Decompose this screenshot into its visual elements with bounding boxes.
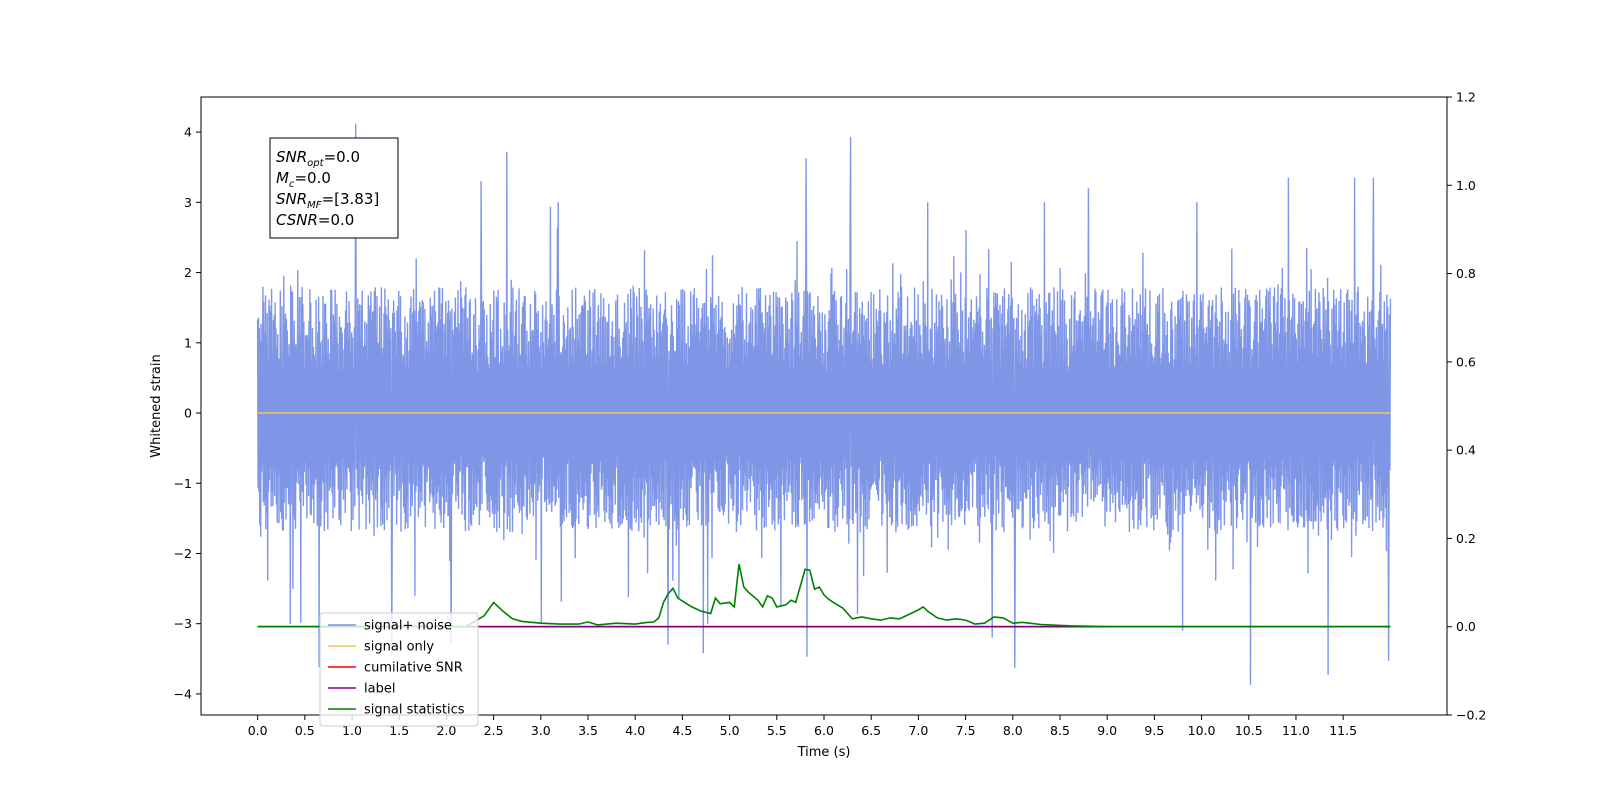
y-tick-label: 3 <box>184 195 192 210</box>
x-tick-label: 9.5 <box>1144 723 1164 738</box>
y2-axis-ticks: 1.2 1.0 0.8 0.6 0.4 0.2 0.0 −0.2 <box>1447 90 1486 723</box>
x-tick-label: 3.5 <box>578 723 598 738</box>
y2-tick-label: 0.6 <box>1456 354 1476 369</box>
x-tick-label: 4.0 <box>625 723 645 738</box>
x-tick-label: 11.0 <box>1282 723 1310 738</box>
x-tick-label: 10.5 <box>1235 723 1263 738</box>
y-tick-label: −4 <box>174 686 192 701</box>
y-tick-label: 4 <box>184 125 192 140</box>
y2-tick-label: 0.4 <box>1456 443 1476 458</box>
y-tick-label: −3 <box>174 616 192 631</box>
x-tick-label: 1.0 <box>342 723 362 738</box>
legend-label: cumilative SNR <box>364 661 463 676</box>
x-tick-label: 5.5 <box>767 723 787 738</box>
y-tick-label: 0 <box>184 406 192 421</box>
series-line-4 <box>257 563 1391 628</box>
y2-tick-label: 0.8 <box>1456 266 1476 281</box>
y-axis-label: Whitened strain <box>149 354 164 457</box>
x-axis-ticks: 0.0 0.5 1.0 1.5 2.0 2.5 3.0 3.5 4.0 4.5 5.0 5.5 6.0 6… <box>248 715 1357 738</box>
legend-label: label <box>364 682 395 697</box>
x-tick-label: 0.0 <box>248 723 268 738</box>
x-tick-label: 8.0 <box>1003 723 1023 738</box>
x-tick-label: 4.5 <box>672 723 692 738</box>
x-tick-label: 9.0 <box>1097 723 1117 738</box>
noise-series-layer <box>256 123 1392 685</box>
y-tick-label: −2 <box>174 546 192 561</box>
x-axis-label: Time (s) <box>797 745 851 760</box>
x-tick-label: 5.0 <box>720 723 740 738</box>
legend-label: signal only <box>364 640 434 655</box>
annotation-frame <box>269 137 399 239</box>
annotation-line: CSNR=0.0 <box>276 211 354 229</box>
legend-label: signal+ noise <box>364 619 452 634</box>
y2-tick-label: 1.0 <box>1456 178 1476 193</box>
annotation-line: SNRopt=0.0 <box>276 148 360 169</box>
legend-frame <box>319 612 479 727</box>
x-tick-label: 10.0 <box>1188 723 1216 738</box>
x-tick-label: 0.5 <box>295 723 315 738</box>
legend: signal+ noise signal only cumilative SNR la… <box>319 612 479 727</box>
x-tick-label: 2.5 <box>484 723 504 738</box>
y-tick-label: 1 <box>184 335 192 350</box>
x-tick-label: 3.0 <box>531 723 551 738</box>
y-tick-label: 2 <box>184 265 192 280</box>
x-tick-label: 8.5 <box>1050 723 1070 738</box>
y2-tick-label: 0.2 <box>1456 531 1476 546</box>
x-tick-label: 6.0 <box>814 723 834 738</box>
x-tick-label: 1.5 <box>389 723 409 738</box>
x-tick-label: 2.0 <box>436 723 456 738</box>
annotation-line: Mc=0.0 <box>276 169 331 190</box>
annotation-line: SNRMF=[3.83] <box>276 190 379 211</box>
x-tick-label: 7.0 <box>908 723 928 738</box>
y-tick-label: −1 <box>174 476 192 491</box>
x-tick-label: 7.5 <box>956 723 976 738</box>
x-tick-label: 11.5 <box>1329 723 1357 738</box>
y-axis-ticks: 4 3 2 1 0 −1 −2 −3 −4 <box>174 125 201 701</box>
y2-tick-label: 1.2 <box>1456 90 1476 105</box>
y2-tick-label: −0.2 <box>1456 708 1486 723</box>
legend-label: signal statistics <box>364 703 465 718</box>
y2-tick-label: 0.0 <box>1456 619 1476 634</box>
signal-noise-line <box>256 123 1392 685</box>
x-tick-label: 6.5 <box>861 723 881 738</box>
